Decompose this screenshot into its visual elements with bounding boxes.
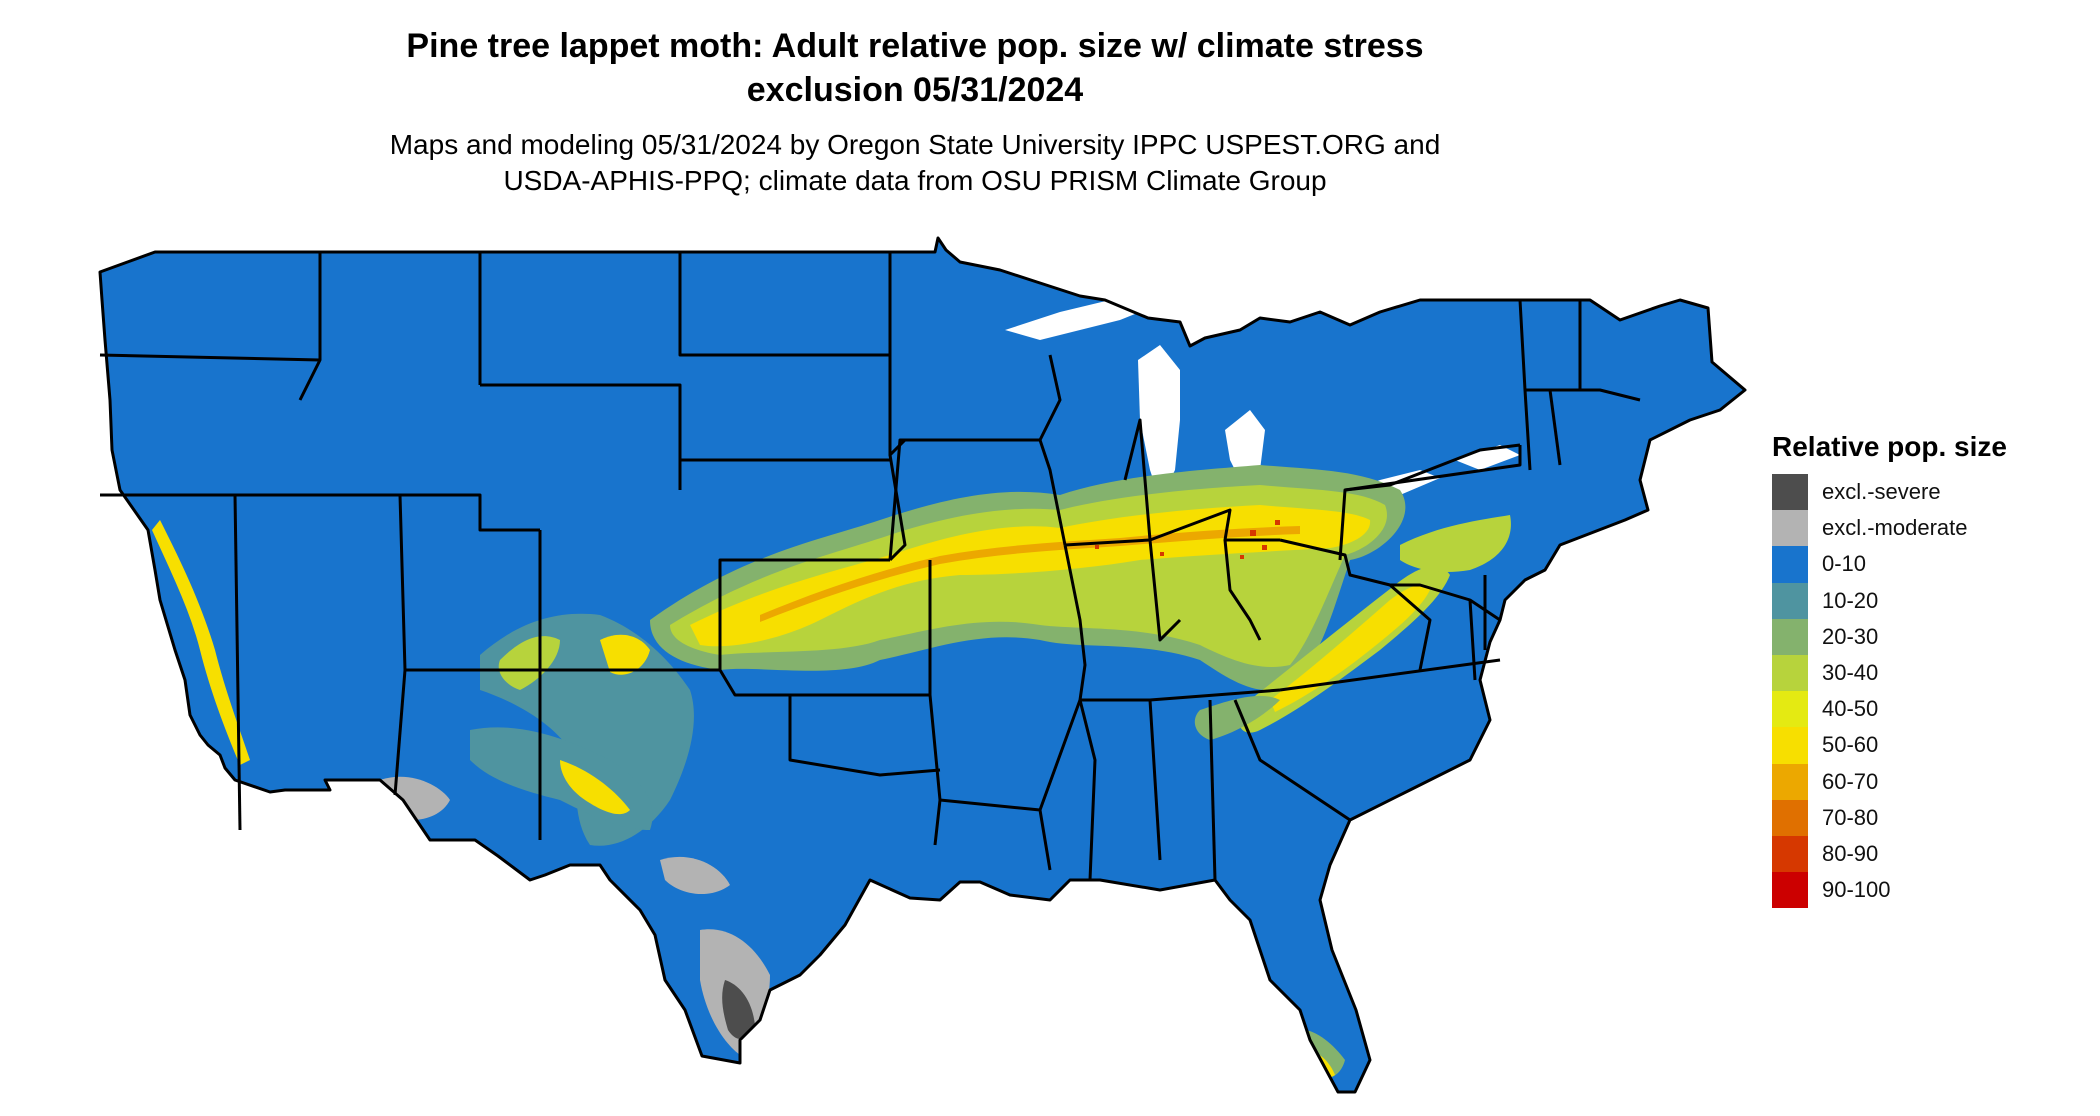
legend-label: 90-100 (1822, 877, 1891, 903)
population-zones (152, 465, 1511, 1080)
legend-label: 10-20 (1822, 587, 1879, 613)
legend-swatch (1772, 618, 1808, 655)
us-map (98, 236, 1747, 1094)
legend-item: 30-40 (1772, 654, 2007, 692)
legend-label: excl.-severe (1822, 479, 1941, 504)
legend-swatch (1772, 872, 1808, 909)
legend-label: 80-90 (1822, 840, 1879, 866)
legend-label: 40-50 (1822, 696, 1879, 722)
legend-label: excl.-moderate (1822, 515, 1968, 541)
map-title-line1: Pine tree lappet moth: Adult relative po… (406, 27, 1424, 65)
legend-item: 60-70 (1772, 763, 2007, 800)
legend-swatch (1772, 582, 1808, 619)
map-subtitle-line2: USDA-APHIS-PPQ; climate data from OSU PR… (503, 165, 1327, 196)
us-land (100, 238, 1745, 1092)
legend-item: 80-90 (1772, 835, 2007, 873)
legend-title: Relative pop. size (1772, 431, 2007, 462)
legend-swatch (1772, 763, 1808, 800)
legend-swatch (1772, 727, 1808, 764)
legend-item: 20-30 (1772, 618, 2007, 655)
legend-swatch (1772, 474, 1808, 511)
legend-item: 90-100 (1772, 872, 2007, 909)
legend-item: excl.-severe (1772, 474, 2007, 511)
legend-item: 70-80 (1772, 799, 2007, 836)
legend-label: 60-70 (1822, 768, 1879, 794)
legend-swatch (1772, 654, 1808, 692)
legend: Relative pop. size excl.-severe excl.-mod… (1772, 430, 2007, 909)
legend-swatch (1772, 799, 1808, 836)
legend-item: 0-10 (1772, 546, 2007, 583)
legend-swatch (1772, 691, 1808, 728)
map-subtitle-line1: Maps and modeling 05/31/2024 by Oregon S… (389, 129, 1441, 160)
state-borders (98, 236, 1747, 1094)
legend-item: 50-60 (1772, 727, 2007, 764)
legend-item: 40-50 (1772, 691, 2007, 728)
legend-label: 50-60 (1822, 732, 1879, 758)
map-title-line2: exclusion 05/31/2024 (746, 71, 1084, 109)
legend-item: excl.-moderate (1772, 510, 2007, 547)
legend-item: 10-20 (1772, 582, 2007, 619)
legend-label: 70-80 (1822, 804, 1879, 830)
legend-swatch (1772, 835, 1808, 873)
legend-label: 20-30 (1822, 623, 1879, 649)
legend-label: 30-40 (1822, 659, 1879, 685)
legend-swatch (1772, 510, 1808, 547)
legend-rows: excl.-severe excl.-moderate 0-10 10-20 20-30… (1772, 474, 2007, 909)
legend-swatch (1772, 546, 1808, 583)
legend-label: 0-10 (1822, 551, 1867, 577)
